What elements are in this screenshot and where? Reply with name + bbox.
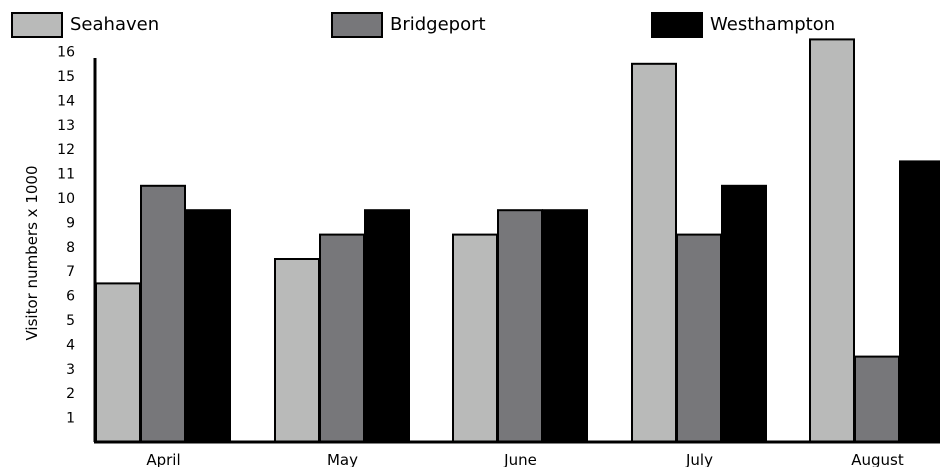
y-axis-label: Visitor numbers x 1000 bbox=[23, 165, 41, 340]
y-tick-label-15: 15 bbox=[57, 69, 75, 85]
bar-july-seahaven bbox=[631, 62, 677, 444]
x-tick-label-june: June bbox=[503, 451, 537, 467]
y-tick-label-11: 11 bbox=[57, 167, 75, 183]
bar-july-bridgeport bbox=[676, 233, 722, 443]
bar-august-seahaven bbox=[809, 38, 855, 444]
bar-june-westhampton bbox=[542, 209, 588, 443]
bar-july-westhampton bbox=[721, 184, 767, 444]
x-tick-label-august: August bbox=[851, 451, 904, 467]
y-tick-label-7: 7 bbox=[66, 264, 75, 280]
y-tick-label-3: 3 bbox=[66, 362, 75, 378]
bar-may-seahaven bbox=[274, 258, 320, 443]
legend-label-bridgeport: Bridgeport bbox=[390, 14, 486, 35]
y-tick-label-8: 8 bbox=[66, 240, 75, 256]
legend: Seahaven Bridgeport Westhampton bbox=[11, 12, 835, 38]
y-tick-label-2: 2 bbox=[66, 386, 75, 402]
y-tick-label-16: 16 bbox=[57, 45, 75, 61]
bar-june-seahaven bbox=[452, 233, 498, 443]
legend-swatch-seahaven bbox=[11, 12, 63, 38]
legend-swatch-bridgeport bbox=[331, 12, 383, 38]
y-tick-label-14: 14 bbox=[57, 93, 75, 109]
y-tick-label-12: 12 bbox=[57, 142, 75, 158]
bar-august-bridgeport bbox=[854, 355, 900, 444]
y-tick-label-6: 6 bbox=[66, 289, 75, 305]
legend-label-seahaven: Seahaven bbox=[70, 14, 159, 35]
bar-may-bridgeport bbox=[319, 233, 365, 443]
y-tick-label-4: 4 bbox=[66, 337, 75, 353]
bar-april-seahaven bbox=[95, 282, 141, 443]
legend-label-westhampton: Westhampton bbox=[710, 14, 835, 35]
bar-may-westhampton bbox=[364, 209, 410, 443]
bar-april-westhampton bbox=[185, 209, 231, 443]
bar-april-bridgeport bbox=[140, 184, 186, 444]
y-tick-label-5: 5 bbox=[66, 313, 75, 329]
y-tick-label-10: 10 bbox=[57, 191, 75, 207]
x-axis-ticks: April May June July August bbox=[146, 451, 904, 469]
y-tick-label-9: 9 bbox=[66, 215, 75, 231]
x-tick-label-may: May bbox=[327, 451, 358, 467]
bar-august-westhampton bbox=[899, 160, 940, 443]
y-tick-label-13: 13 bbox=[57, 118, 75, 134]
bar-june-bridgeport bbox=[497, 209, 543, 443]
x-tick-label-april: April bbox=[146, 451, 180, 467]
legend-swatch-westhampton bbox=[651, 12, 703, 38]
x-tick-label-july: July bbox=[685, 451, 713, 467]
y-tick-label-1: 1 bbox=[66, 411, 75, 427]
bars bbox=[95, 38, 940, 444]
